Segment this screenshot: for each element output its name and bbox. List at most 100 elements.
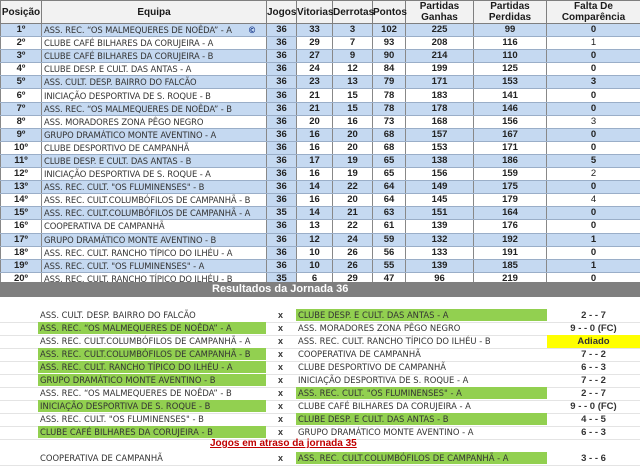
cell: 20 [333,141,373,154]
cell: 26 [333,246,373,259]
cell: 0 [547,207,640,220]
match-score: 4 - - 5 [547,413,640,426]
cell: 12º [1,168,42,181]
cell: 36 [267,233,297,246]
cell: 22 [333,181,373,194]
cell: 179 [474,194,547,207]
team-name: ASS. REC. CULT.COLUMBÓFILOS DE CAMPANHÃ … [44,208,250,218]
versus-label: x [266,309,295,322]
cell: 36 [267,220,297,233]
home-team: CLUBE CAFÉ BILHARES DA CORUJEIRA - B [38,426,266,438]
cell: 138 [406,154,474,167]
cell: 13 [297,220,333,233]
cell: 21 [297,102,333,115]
cell: 171 [474,141,547,154]
cell: 15 [333,89,373,102]
cell: 36 [267,181,297,194]
team-name: ASS. REC. CULT. "OS FLUMINENSES" - A [44,261,204,271]
cell: 17º [1,233,42,246]
champion-icon: © [248,25,256,35]
cell: 24 [297,63,333,76]
cell: 149 [406,181,474,194]
versus-label: x [266,400,295,413]
cell: 9º [1,128,42,141]
cell: 79 [373,76,406,89]
cell: 90 [373,50,406,63]
team-name: GRUPO DRAMÁTICO MONTE AVENTINO - B [44,235,216,245]
cell: CLUBE DESP. E CULT. DAS ANTAS - B [42,154,267,167]
match-score: 3 - - 6 [547,452,640,465]
cell: 36 [267,115,297,128]
cell: 78 [373,102,406,115]
cell: 29 [297,37,333,50]
match-score: 7 - - 2 [547,348,640,361]
cell: 19 [333,168,373,181]
home-team: ASS. REC. “OS MALMEQUERES DE NOÊDA” - A [38,322,266,334]
versus-label: x [266,335,295,348]
cell: ASS. REC. “OS MALMEQUERES DE NOÊDA” - A© [42,24,267,37]
cell: 20 [333,128,373,141]
cell: 0 [547,89,640,102]
cell: 156 [474,115,547,128]
match-score: 6 - - 3 [547,426,640,439]
match-row: ASS. REC. CULT.COLUMBÓFILOS DE CAMPANHÃ … [0,348,640,362]
cell: COOPERATIVA DE CAMPANHÃ [42,220,267,233]
cell: 36 [267,37,297,50]
away-team: CLUBE DESP. E CULT. DAS ANTAS - A [296,309,547,321]
cell: 36 [267,24,297,37]
cell: 171 [406,76,474,89]
cell: 73 [373,115,406,128]
cell: 185 [474,259,547,272]
cell: 132 [406,233,474,246]
away-team: GRUPO DRAMÁTICO MONTE AVENTINO - A [296,426,547,438]
cell: 156 [406,168,474,181]
cell: 0 [547,102,640,115]
cell: 16 [297,128,333,141]
versus-label: x [266,413,295,426]
away-team: COOPERATIVA DE CAMPANHÃ [296,348,547,360]
cell: 17 [297,154,333,167]
cell: ASS. REC. “OS MALMEQUERES DE NOÊDA” - B [42,102,267,115]
cell: 16 [297,194,333,207]
results-title: Resultados da Jornada 36 [212,282,348,297]
cell: 168 [406,115,474,128]
cell: 36 [267,102,297,115]
cell: 36 [267,141,297,154]
cell: 141 [474,89,547,102]
column-header: Partidas Ganhas [406,1,474,24]
cell: 21 [333,207,373,220]
cell: 0 [547,63,640,76]
cell: 175 [474,181,547,194]
cell: 3º [1,50,42,63]
cell: 68 [373,128,406,141]
cell: ASS. REC. CULT. "OS FLUMINENSES" - B [42,181,267,194]
cell: 16 [297,168,333,181]
team-name: INICIAÇÃO DESPORTIVA DE S. ROQUE - A [44,169,211,179]
away-team: ASS. REC. CULT.COLUMBÓFILOS DE CAMPANHÃ … [296,452,547,464]
cell: CLUBE DESP. E CULT. DAS ANTAS - A [42,63,267,76]
cell: 0 [547,141,640,154]
match-score: 2 - - 7 [547,309,640,322]
cell: 20 [333,194,373,207]
cell: 36 [267,246,297,259]
cell: 22 [333,220,373,233]
match-row: ASS. REC. CULT.COLUMBÓFILOS DE CAMPANHÃ … [0,335,640,349]
versus-label: x [266,361,295,374]
cell: 1º [1,24,42,37]
cell: 21 [297,89,333,102]
cell: 102 [373,24,406,37]
cell: 4 [547,194,640,207]
cell: 178 [406,102,474,115]
cell: ASS. REC. CULT. RANCHO TÍPICO DO ILHÉU -… [42,246,267,259]
